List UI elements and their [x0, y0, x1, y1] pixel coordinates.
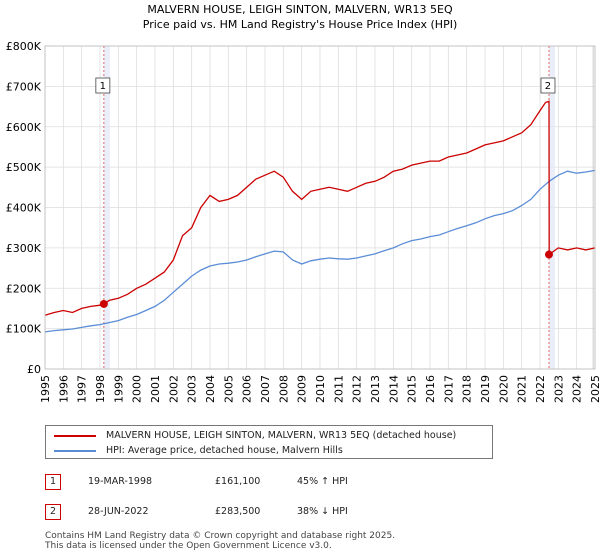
x-tick-label: 2024 — [571, 375, 584, 403]
hpi-line — [44, 169, 596, 333]
marker-label-number: 1 — [100, 81, 106, 92]
transaction-highlight-band — [548, 46, 555, 369]
legend-label-property: MALVERN HOUSE, LEIGH SINTON, MALVERN, WR… — [106, 430, 457, 441]
x-tick-label: 2021 — [516, 375, 529, 403]
x-tick-label: 2016 — [424, 375, 437, 403]
transaction-badge: 2 — [45, 504, 61, 520]
y-tick-label: £300K — [6, 242, 42, 255]
x-tick-label: 2006 — [241, 375, 254, 403]
x-tick-label: 2007 — [259, 375, 272, 403]
footer-attribution: Contains HM Land Registry data © Crown c… — [45, 531, 395, 551]
y-tick-label: £800K — [6, 40, 42, 53]
plot-frame — [44, 45, 596, 370]
x-tick-label: 2011 — [332, 375, 345, 403]
marker-label-box — [95, 77, 111, 94]
x-tick-label: 1996 — [57, 375, 70, 403]
x-tick-label: 2003 — [186, 375, 199, 403]
x-tick-label: 1995 — [39, 375, 52, 403]
legend-label-hpi: HPI: Average price, detached house, Malv… — [106, 445, 343, 456]
transaction-highlight-band — [103, 46, 110, 369]
y-tick-label: £600K — [6, 121, 42, 134]
y-tick-label: £500K — [6, 161, 42, 174]
marker-label-number: 2 — [545, 81, 551, 92]
x-tick-label: 2014 — [387, 375, 400, 403]
x-tick-label: 2010 — [314, 375, 327, 403]
y-tick-label: £200K — [6, 282, 42, 295]
sale-point-marker — [99, 299, 108, 308]
x-tick-label: 2015 — [406, 375, 419, 403]
x-tick-label: 2020 — [497, 375, 510, 403]
x-tick-label: 2018 — [461, 375, 474, 403]
legend-item-hpi: HPI: Average price, detached house, Malv… — [54, 443, 343, 458]
legend-swatch-red — [54, 434, 96, 437]
transaction-price: £283,500 — [215, 506, 261, 517]
x-tick-label: 2023 — [552, 375, 565, 403]
x-tick-label: 2004 — [204, 375, 217, 403]
transaction-date: 19-MAR-1998 — [88, 476, 153, 487]
marker-label-box — [540, 77, 556, 94]
price-chart: MALVERN HOUSE, LEIGH SINTON, MALVERN, WR… — [6, 3, 600, 403]
transaction-price: £161,100 — [215, 476, 261, 487]
x-tick-label: 1998 — [94, 375, 107, 403]
chart-subtitle: Price paid vs. HM Land Registry's House … — [143, 18, 458, 31]
footer-line-2: This data is licensed under the Open Gov… — [45, 541, 332, 551]
x-tick-label: 2009 — [296, 375, 309, 403]
transaction-hpi-diff: 45% ↑ HPI — [297, 476, 348, 487]
y-tick-label: £0 — [27, 363, 41, 376]
x-tick-label: 2008 — [277, 375, 290, 403]
legend-swatch-blue — [54, 449, 96, 452]
x-tick-label: 2001 — [149, 375, 162, 403]
chart-legend: MALVERN HOUSE, LEIGH SINTON, MALVERN, WR… — [45, 425, 493, 459]
property-price-line — [44, 100, 596, 316]
x-tick-label: 2000 — [131, 375, 144, 403]
x-tick-label: 2005 — [222, 375, 235, 403]
x-tick-label: 2012 — [351, 375, 364, 403]
x-tick-label: 1999 — [112, 375, 125, 403]
x-tick-label: 2013 — [369, 375, 382, 403]
transaction-hpi-diff: 38% ↓ HPI — [297, 506, 348, 517]
y-tick-label: £700K — [6, 80, 42, 93]
transaction-date: 28-JUN-2022 — [88, 506, 149, 517]
x-tick-label: 2025 — [589, 375, 600, 403]
sale-point-marker — [544, 250, 553, 259]
x-tick-label: 2019 — [479, 375, 492, 403]
y-tick-label: £400K — [6, 202, 42, 215]
x-tick-label: 1997 — [76, 375, 89, 403]
x-tick-label: 2022 — [534, 375, 547, 403]
x-tick-label: 2017 — [442, 375, 455, 403]
legend-item-property: MALVERN HOUSE, LEIGH SINTON, MALVERN, WR… — [54, 428, 456, 443]
x-tick-label: 2002 — [167, 375, 180, 403]
footer-line-1: Contains HM Land Registry data © Crown c… — [45, 531, 396, 541]
chart-title: MALVERN HOUSE, LEIGH SINTON, MALVERN, WR… — [147, 3, 453, 16]
y-tick-label: £100K — [6, 323, 42, 336]
transaction-badge: 1 — [45, 474, 61, 490]
